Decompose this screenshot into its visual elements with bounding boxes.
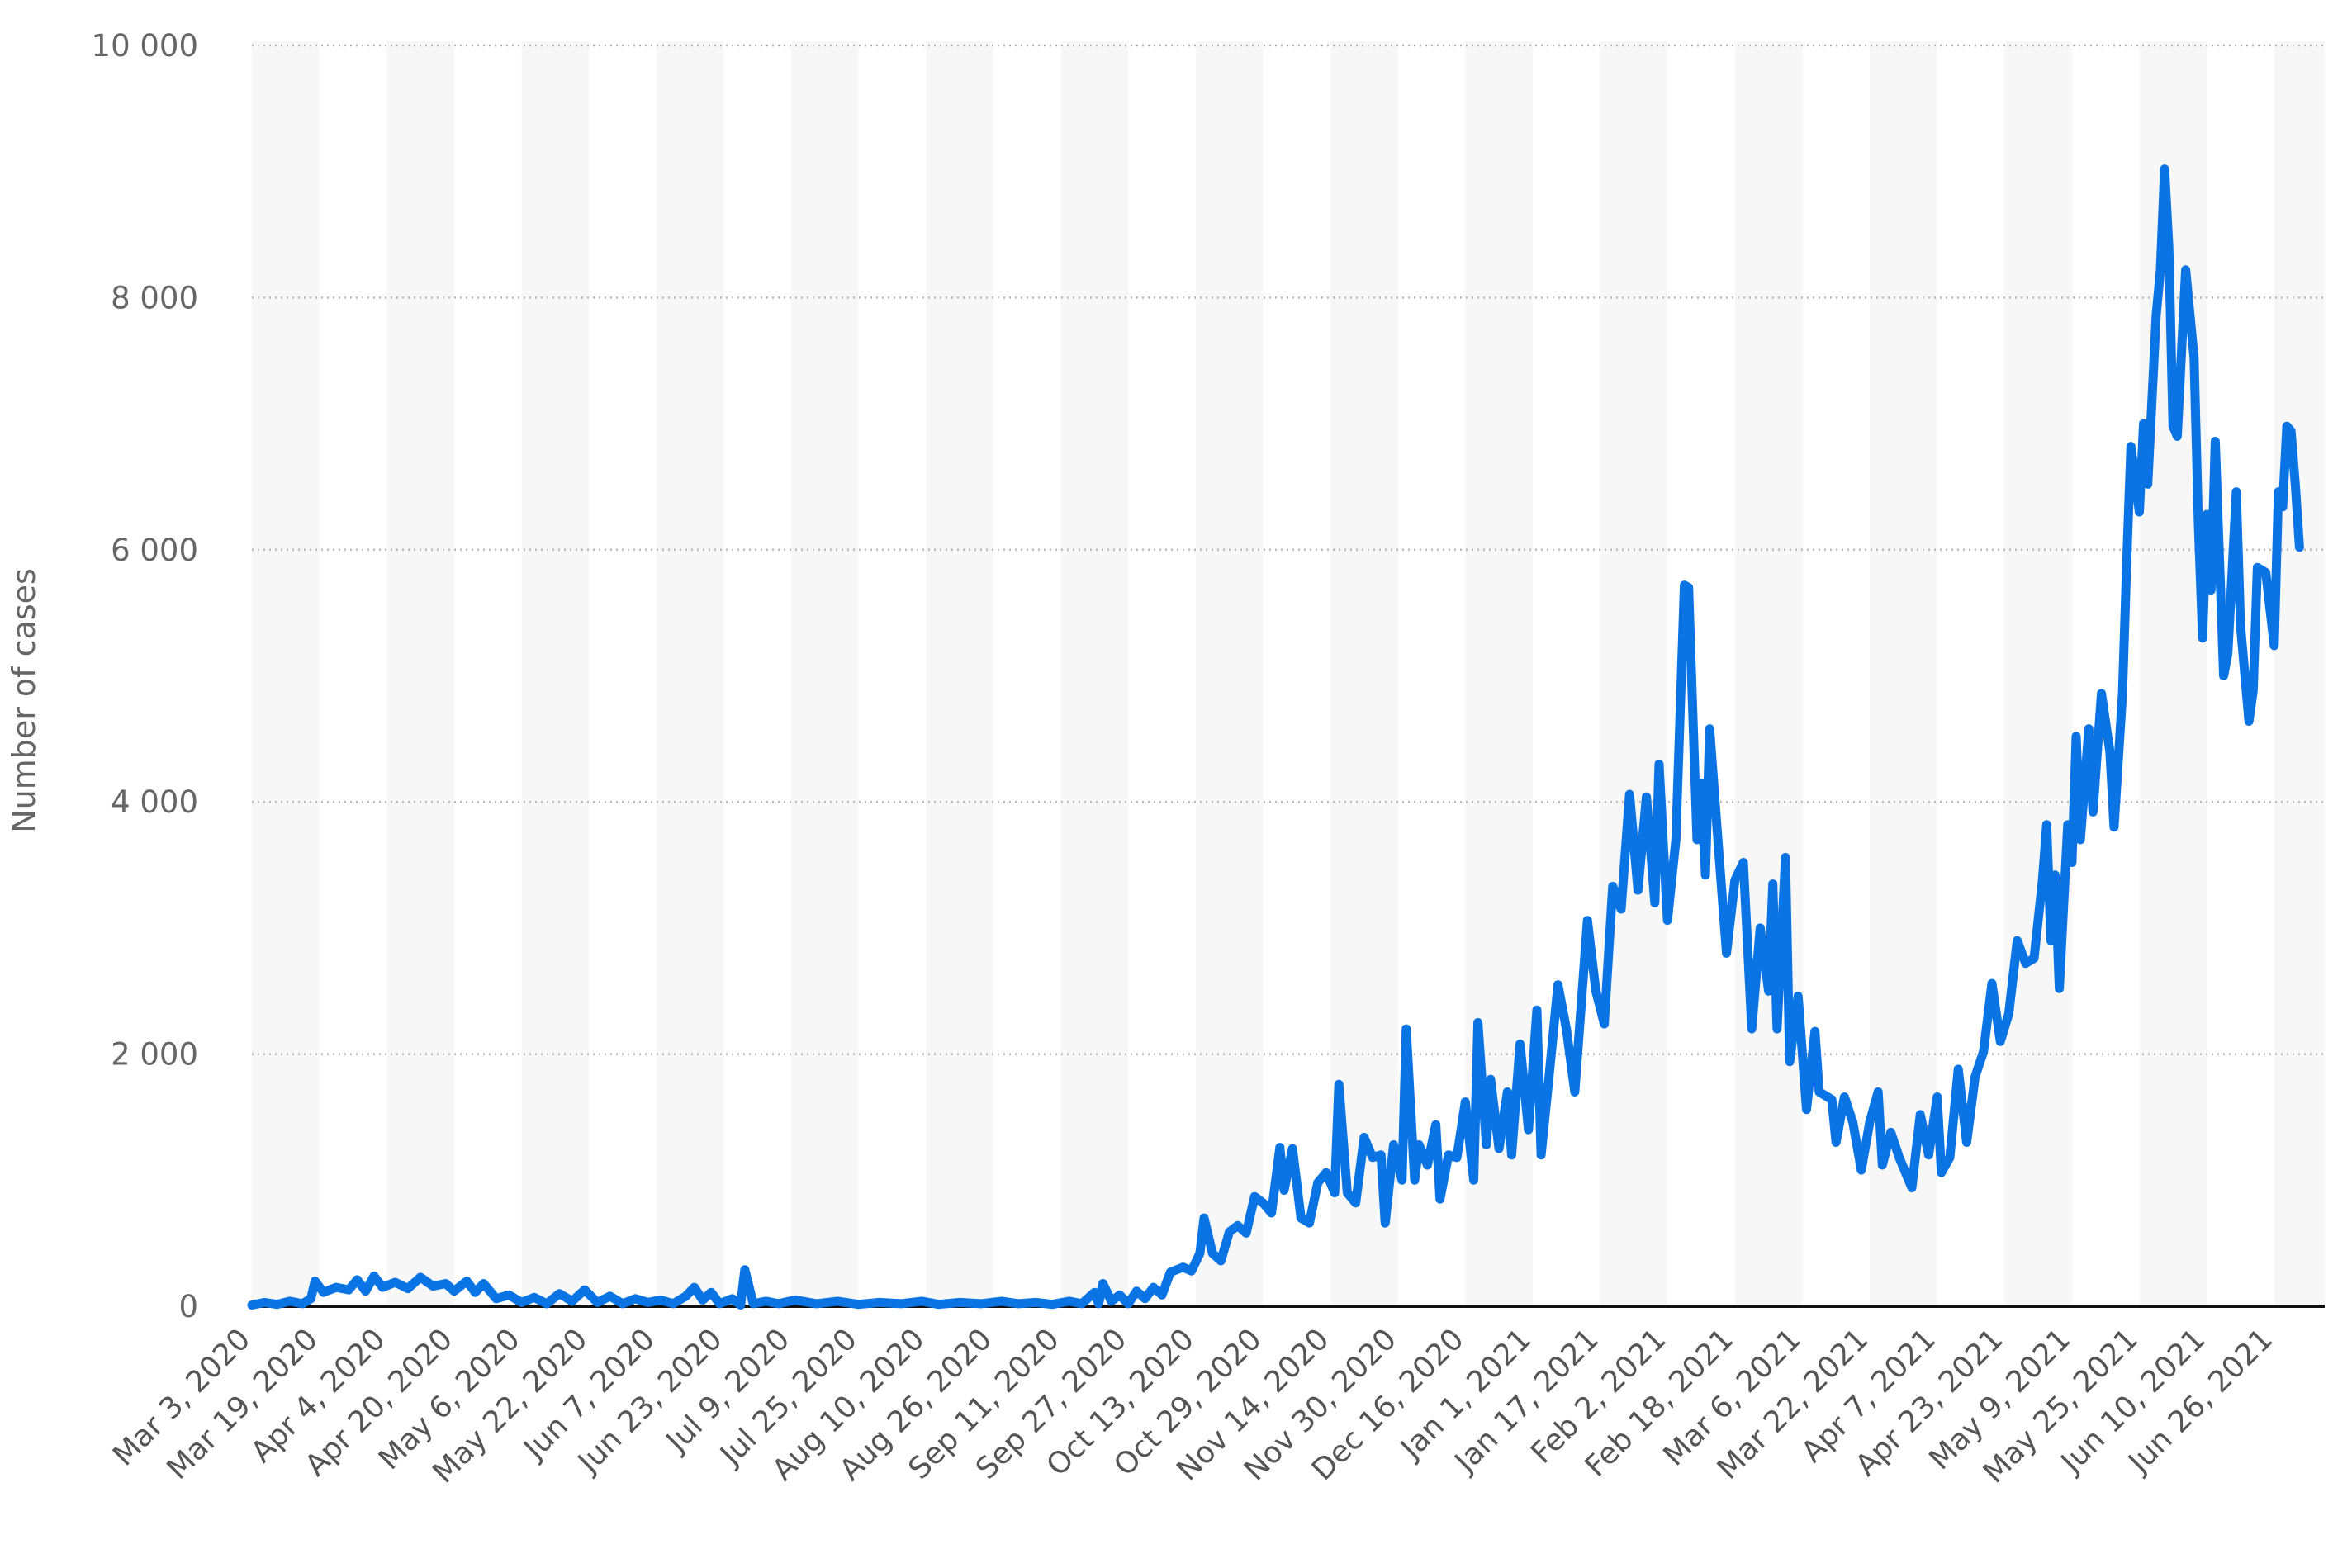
alternating-background-bands — [252, 41, 2325, 1306]
y-tick-label: 0 — [178, 1289, 198, 1324]
series-line-cases — [247, 164, 2304, 1310]
background-band — [1060, 41, 1129, 1306]
y-tick-label: 10 000 — [92, 28, 198, 64]
gridlines — [252, 44, 2325, 1055]
background-band — [791, 41, 859, 1306]
y-axis-title: Number of cases — [6, 568, 42, 833]
series-layer — [247, 164, 2304, 1310]
y-tick-label: 4 000 — [111, 784, 198, 820]
y-tick-label: 8 000 — [111, 280, 198, 315]
background-band — [656, 41, 724, 1306]
background-band — [521, 41, 590, 1306]
background-band — [1195, 41, 1264, 1306]
background-band — [2004, 41, 2072, 1306]
background-band — [1600, 41, 1668, 1306]
background-band — [386, 41, 454, 1306]
y-tick-label: 6 000 — [111, 533, 198, 568]
y-tick-label: 2 000 — [111, 1037, 198, 1073]
background-band — [1734, 41, 1803, 1306]
background-band — [2274, 41, 2325, 1306]
background-band — [2139, 41, 2207, 1306]
y-axis-tick-labels: 0 2 000 4 000 6 000 8 000 10 000 — [92, 28, 198, 1324]
background-band — [926, 41, 993, 1306]
background-band — [252, 41, 320, 1306]
